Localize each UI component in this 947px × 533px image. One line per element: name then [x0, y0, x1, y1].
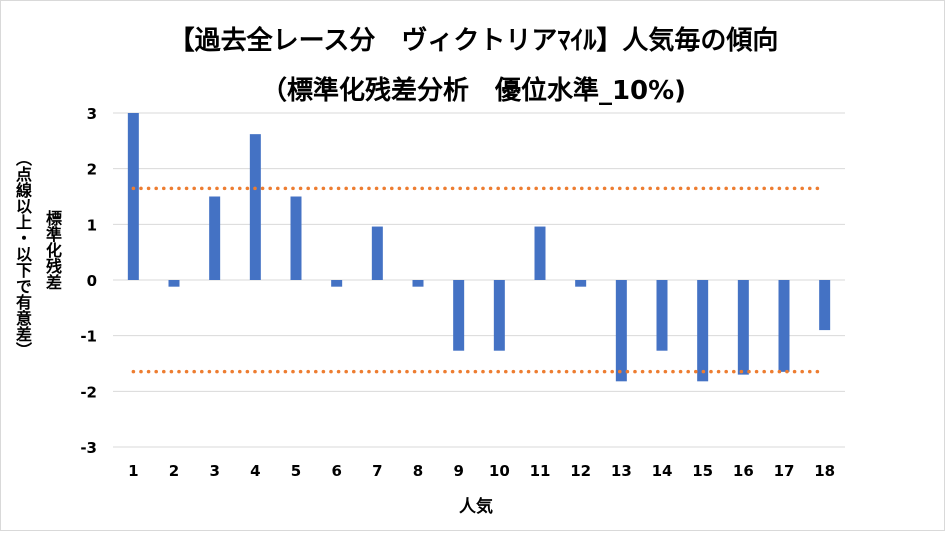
bar: [615, 280, 627, 382]
y-axis-label-note: （点線以上・以下で有意差）: [13, 150, 32, 358]
bar: [534, 226, 546, 280]
chart-subtitle: （標準化残差分析 優位水準_10%): [260, 76, 687, 106]
x-tick-labels: 1 2 3 4 5 6 7 8 9 10 11 12 13 14 15 16 17 18: [128, 462, 835, 480]
bar: [656, 280, 668, 351]
x-tick-label: 13: [611, 462, 632, 480]
bar: [209, 196, 221, 280]
x-tick-label: 12: [570, 462, 591, 480]
bar: [453, 280, 465, 351]
y-tick-labels: 3 2 1 0 -1 -2 -3: [80, 105, 97, 457]
x-tick-label: 14: [652, 462, 673, 480]
x-tick-label: 6: [331, 462, 341, 480]
bar: [290, 196, 302, 280]
y-tick-label: 2: [87, 161, 97, 179]
bar: [371, 226, 383, 280]
bar: [412, 280, 424, 287]
bar: [697, 280, 709, 382]
x-tick-label: 18: [814, 462, 835, 480]
x-tick-label: 5: [291, 462, 301, 480]
bar: [778, 280, 790, 372]
x-tick-label: 3: [209, 462, 219, 480]
bar: [168, 280, 180, 287]
x-tick-label: 4: [250, 462, 260, 480]
y-tick-label: 1: [87, 216, 97, 234]
bar: [575, 280, 587, 287]
bar: [127, 113, 139, 280]
bar: [737, 280, 749, 375]
bars: [127, 113, 831, 382]
threshold-lines: [131, 186, 827, 374]
x-axis-label: 人気: [459, 496, 493, 517]
x-tick-label: 17: [774, 462, 795, 480]
bar: [819, 280, 831, 331]
bar: [249, 134, 261, 280]
x-tick-label: 11: [530, 462, 551, 480]
y-axis-label: 標準化残差 （点線以上・以下で有意差）: [6, 150, 62, 410]
x-tick-label: 15: [692, 462, 713, 480]
bar: [331, 280, 343, 287]
x-tick-label: 10: [489, 462, 510, 480]
x-tick-label: 2: [169, 462, 179, 480]
x-tick-label: 16: [733, 462, 754, 480]
x-tick-label: 7: [372, 462, 382, 480]
y-tick-label: 3: [87, 105, 97, 123]
chart-title: 【過去全レース分 ヴィクトリアﾏｲﾙ】人気毎の傾向: [168, 26, 779, 56]
bar: [493, 280, 505, 351]
y-tick-label: -3: [80, 439, 97, 457]
y-tick-label: -2: [80, 383, 97, 401]
y-tick-label: 0: [87, 272, 97, 290]
x-tick-label: 8: [413, 462, 423, 480]
y-axis-label-main: 標準化残差: [43, 210, 62, 290]
y-tick-label: -1: [80, 328, 97, 346]
gridlines: [113, 112, 845, 448]
x-tick-label: 9: [453, 462, 463, 480]
x-tick-label: 1: [128, 462, 138, 480]
